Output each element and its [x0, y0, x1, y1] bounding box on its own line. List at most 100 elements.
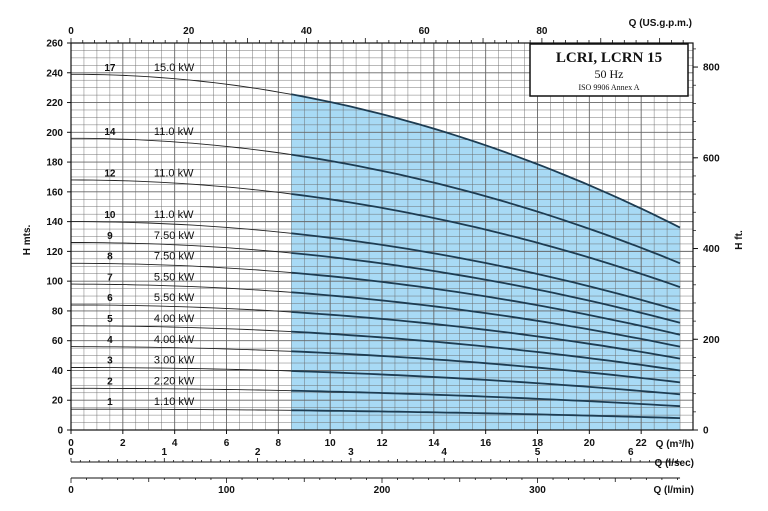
stage-label-17: 17 — [104, 63, 116, 74]
left-tick-label: 240 — [46, 68, 63, 79]
bottom-tick-label: 22 — [636, 438, 648, 449]
lsec-tick-label: 6 — [628, 447, 634, 458]
power-label-8: 7.50 kW — [154, 251, 195, 263]
curve-stage-3-low-flow — [71, 367, 292, 372]
bottom-tick-label: 18 — [532, 438, 544, 449]
lmin-tick-label: 0 — [68, 485, 74, 496]
bottom-axis-label: Q (m³/h) — [656, 439, 694, 450]
bottom-tick-label: 2 — [120, 438, 126, 449]
power-label-1: 1.10 kW — [154, 396, 195, 408]
curve-stage-7 — [291, 291, 681, 348]
curve-stage-10-low-flow — [71, 221, 292, 234]
curve-stage-9 — [291, 252, 681, 324]
power-label-2: 2.20 kW — [154, 375, 195, 387]
right-tick-label: 600 — [703, 153, 720, 164]
power-label-10: 11.0 kW — [154, 209, 194, 221]
lmin-axis-label: Q (l/min) — [653, 485, 694, 496]
stage-label-6: 6 — [107, 293, 113, 304]
stage-label-4: 4 — [107, 335, 113, 346]
chart-subtitle: 50 Hz — [595, 67, 624, 81]
curve-stage-6 — [291, 311, 681, 360]
stage-label-14: 14 — [104, 127, 116, 138]
curve-stage-12-low-flow — [70, 179, 292, 195]
bottom-tick-label: 10 — [325, 438, 337, 449]
curves: 1 1.10 kW 2 2.20 kW 3 3.00 kW 4 4.00 kW 5 4.00 kW… — [70, 62, 681, 419]
power-label-4: 4.00 kW — [154, 334, 195, 346]
power-label-17: 15.0 kW — [154, 62, 195, 74]
lsec-tick-label: 5 — [535, 447, 541, 458]
power-label-14: 11.0 kW — [154, 126, 194, 138]
left-tick-label: 260 — [46, 39, 63, 50]
chart-note: ISO 9906 Annex A — [578, 83, 639, 92]
stage-label-10: 10 — [104, 210, 116, 221]
left-tick-label: 100 — [46, 277, 63, 288]
left-tick-label: 0 — [57, 426, 63, 437]
bottom-tick-label: 6 — [224, 438, 230, 449]
right-tick-label: 400 — [703, 244, 720, 255]
curve-stage-4 — [291, 350, 681, 384]
curve-stage-14 — [291, 153, 681, 265]
curve-stage-17 — [291, 93, 681, 229]
power-label-9: 7.50 kW — [154, 230, 195, 242]
grid — [70, 42, 693, 431]
lsec-tick-label: 3 — [348, 447, 354, 458]
bottom-tick-label: 8 — [276, 438, 282, 449]
power-label-12: 11.0 kW — [154, 167, 194, 179]
left-tick-label: 80 — [52, 306, 64, 317]
stage-label-12: 12 — [104, 168, 116, 179]
curve-stage-1 — [291, 409, 681, 419]
curve-stage-4-low-flow — [70, 346, 292, 352]
left-tick-label: 140 — [46, 217, 63, 228]
stage-label-9: 9 — [107, 231, 113, 242]
curve-stage-10 — [291, 232, 681, 312]
left-tick-label: 200 — [46, 128, 63, 139]
right-axis-label: H ft. — [734, 230, 745, 250]
curve-stage-14-low-flow — [71, 137, 292, 156]
stage-label-5: 5 — [107, 314, 113, 325]
top-axis-label: Q (US.g.p.m.) — [629, 18, 692, 29]
top-tick-label: 20 — [183, 26, 195, 37]
curve-stage-17-low-flow — [71, 73, 292, 95]
power-label-7: 5.50 kW — [154, 271, 195, 283]
lsec-axis-label: Q (l/sec) — [655, 458, 694, 469]
top-tick-label: 80 — [536, 26, 548, 37]
left-tick-label: 20 — [52, 396, 64, 407]
lsec-tick-label: 0 — [68, 447, 74, 458]
right-tick-label: 0 — [703, 426, 709, 437]
curve-stage-8 — [291, 271, 681, 336]
lsec-tick-label: 2 — [255, 447, 261, 458]
axes: 0204060801001201401601802002202402600200… — [46, 26, 720, 496]
left-tick-label: 40 — [52, 366, 64, 377]
curve-stage-6-low-flow — [71, 304, 292, 313]
power-label-6: 5.50 kW — [154, 292, 195, 304]
curve-stage-7-low-flow — [70, 283, 292, 293]
stage-label-8: 8 — [107, 252, 113, 263]
bottom-tick-label: 4 — [172, 438, 178, 449]
right-tick-label: 200 — [703, 335, 720, 346]
power-label-3: 3.00 kW — [154, 355, 195, 367]
stage-label-2: 2 — [107, 376, 113, 387]
chart-title: LCRI, LCRN 15 — [556, 50, 662, 66]
lmin-tick-label: 300 — [529, 485, 546, 496]
bottom-tick-label: 20 — [584, 438, 596, 449]
curve-stage-8-low-flow — [71, 262, 292, 274]
bottom-tick-label: 12 — [376, 438, 388, 449]
left-tick-label: 160 — [46, 187, 63, 198]
curve-stage-1-low-flow — [71, 408, 292, 411]
bottom-tick-label: 16 — [480, 438, 492, 449]
curve-stage-5 — [291, 330, 681, 372]
power-label-5: 4.00 kW — [154, 313, 195, 325]
top-tick-label: 40 — [301, 26, 313, 37]
curve-stage-2 — [291, 389, 681, 408]
curve-stage-3 — [291, 370, 681, 396]
lsec-tick-label: 1 — [162, 447, 168, 458]
stage-label-7: 7 — [107, 272, 113, 283]
stage-label-3: 3 — [107, 356, 113, 367]
top-tick-label: 0 — [68, 26, 74, 37]
lmin-tick-label: 100 — [218, 485, 235, 496]
top-tick-label: 60 — [419, 26, 431, 37]
curve-stage-5-low-flow — [71, 325, 292, 333]
title-box: LCRI, LCRN 15 50 Hz ISO 9906 Annex A — [529, 43, 689, 97]
left-tick-label: 180 — [46, 158, 63, 169]
